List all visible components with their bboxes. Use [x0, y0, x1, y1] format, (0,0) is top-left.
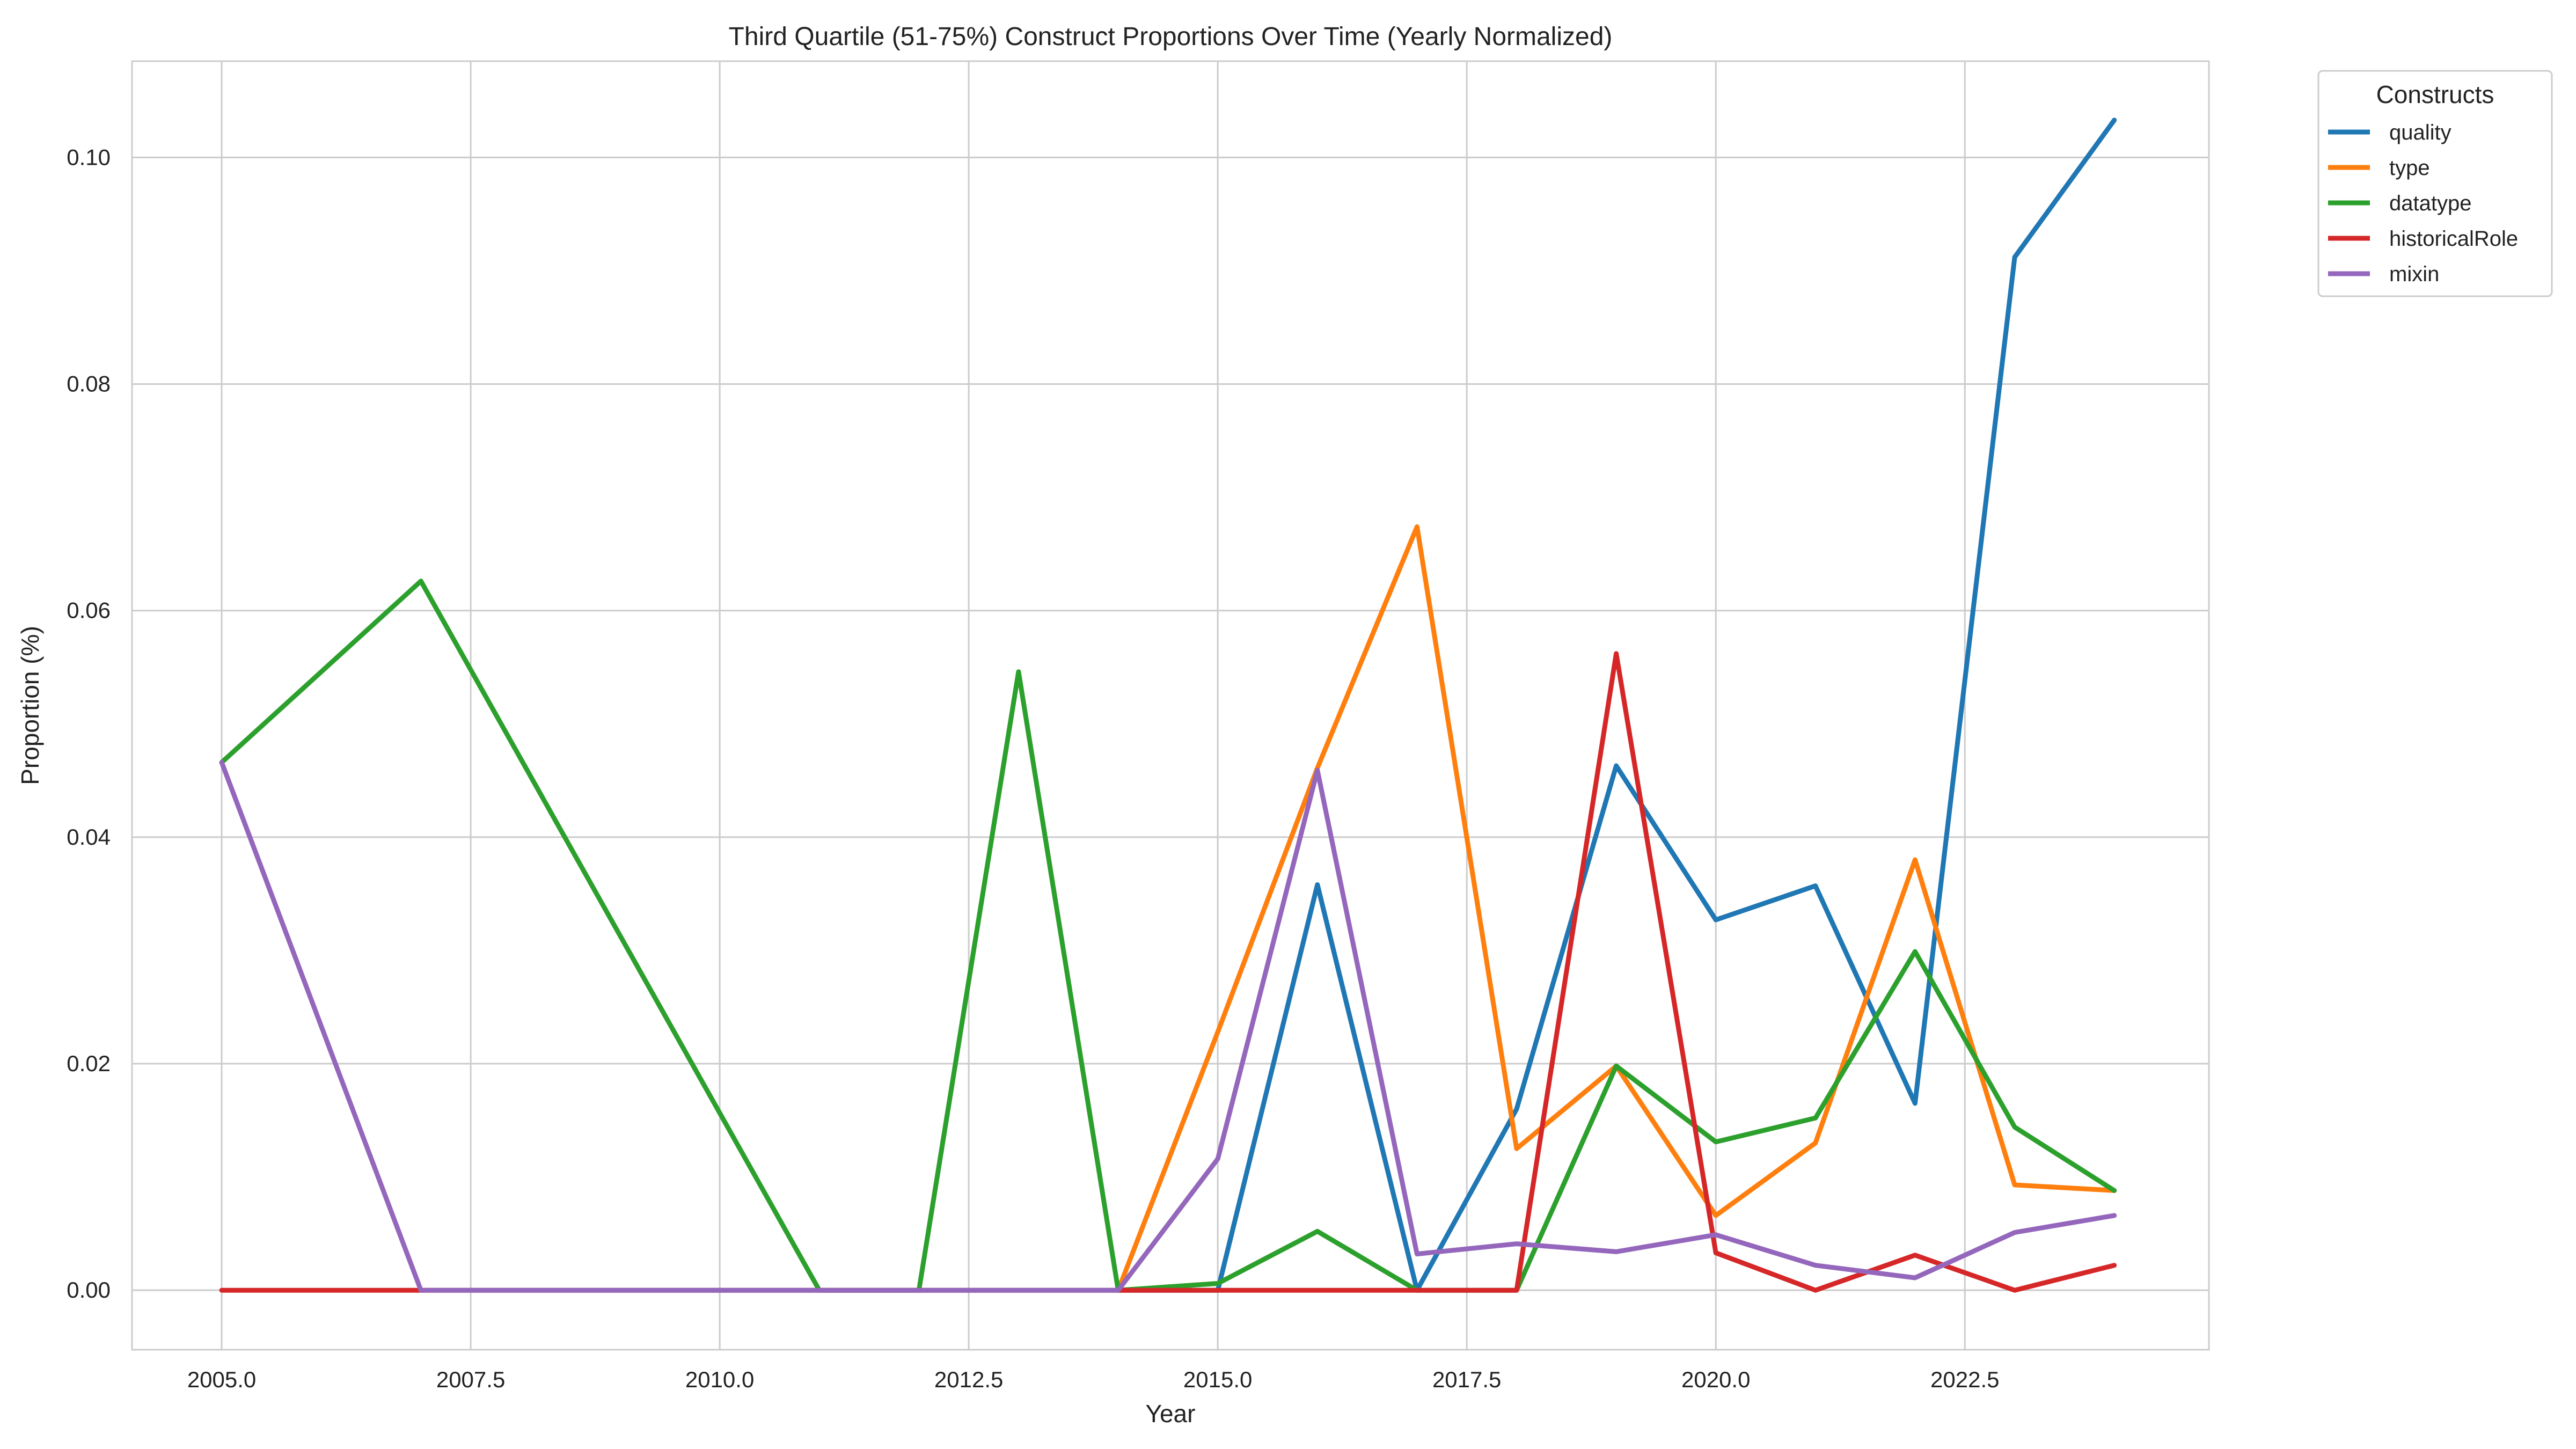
- legend-label-datatype: datatype: [2389, 192, 2471, 215]
- y-tick-label: 0.04: [67, 824, 111, 850]
- y-tick-label: 0.02: [67, 1051, 111, 1076]
- x-tick-label: 2010.0: [685, 1367, 754, 1392]
- legend-label-mixin: mixin: [2389, 262, 2439, 286]
- y-axis-title: Proportion (%): [16, 626, 44, 785]
- y-tick-label: 0.10: [67, 144, 111, 170]
- x-tick-label: 2007.5: [436, 1367, 505, 1392]
- series-line-quality: [1116, 118, 2117, 1293]
- x-tick-label: 2022.5: [1930, 1367, 1999, 1392]
- x-tick-label: 2005.0: [187, 1367, 256, 1392]
- legend-box: [2317, 70, 2553, 297]
- plot-frame: [131, 60, 2210, 1351]
- legend-items: quality type datatype historicalRole mixin: [2328, 121, 2518, 286]
- x-tick-label: 2020.0: [1681, 1367, 1750, 1392]
- legend: Constructs quality type datatype historical…: [2317, 70, 2553, 297]
- x-axis-title: Year: [1146, 1400, 1196, 1428]
- y-tick-label: 0.06: [67, 598, 111, 623]
- y-tick-label: 0.08: [67, 371, 111, 397]
- legend-label-quality: quality: [2389, 121, 2451, 144]
- series-line-mixin: [219, 760, 2117, 1293]
- y-tick-label: 0.00: [67, 1277, 111, 1302]
- x-tick-label: 2015.0: [1183, 1367, 1252, 1392]
- x-tick-label: 2017.5: [1432, 1367, 1501, 1392]
- legend-label-historicalRole: historicalRole: [2389, 227, 2518, 251]
- legend-title: Constructs: [2376, 80, 2494, 108]
- legend-label-type: type: [2389, 156, 2430, 180]
- series-lines: [219, 118, 2117, 1293]
- tick-labels: 2005.0 2007.5 2010.0 2012.5 2015.0 2017.5 2020…: [67, 144, 1999, 1392]
- x-tick-label: 2012.5: [934, 1367, 1003, 1392]
- gridlines: [132, 61, 2209, 1350]
- chart-title: Third Quartile (51-75%) Construct Propor…: [729, 23, 1613, 51]
